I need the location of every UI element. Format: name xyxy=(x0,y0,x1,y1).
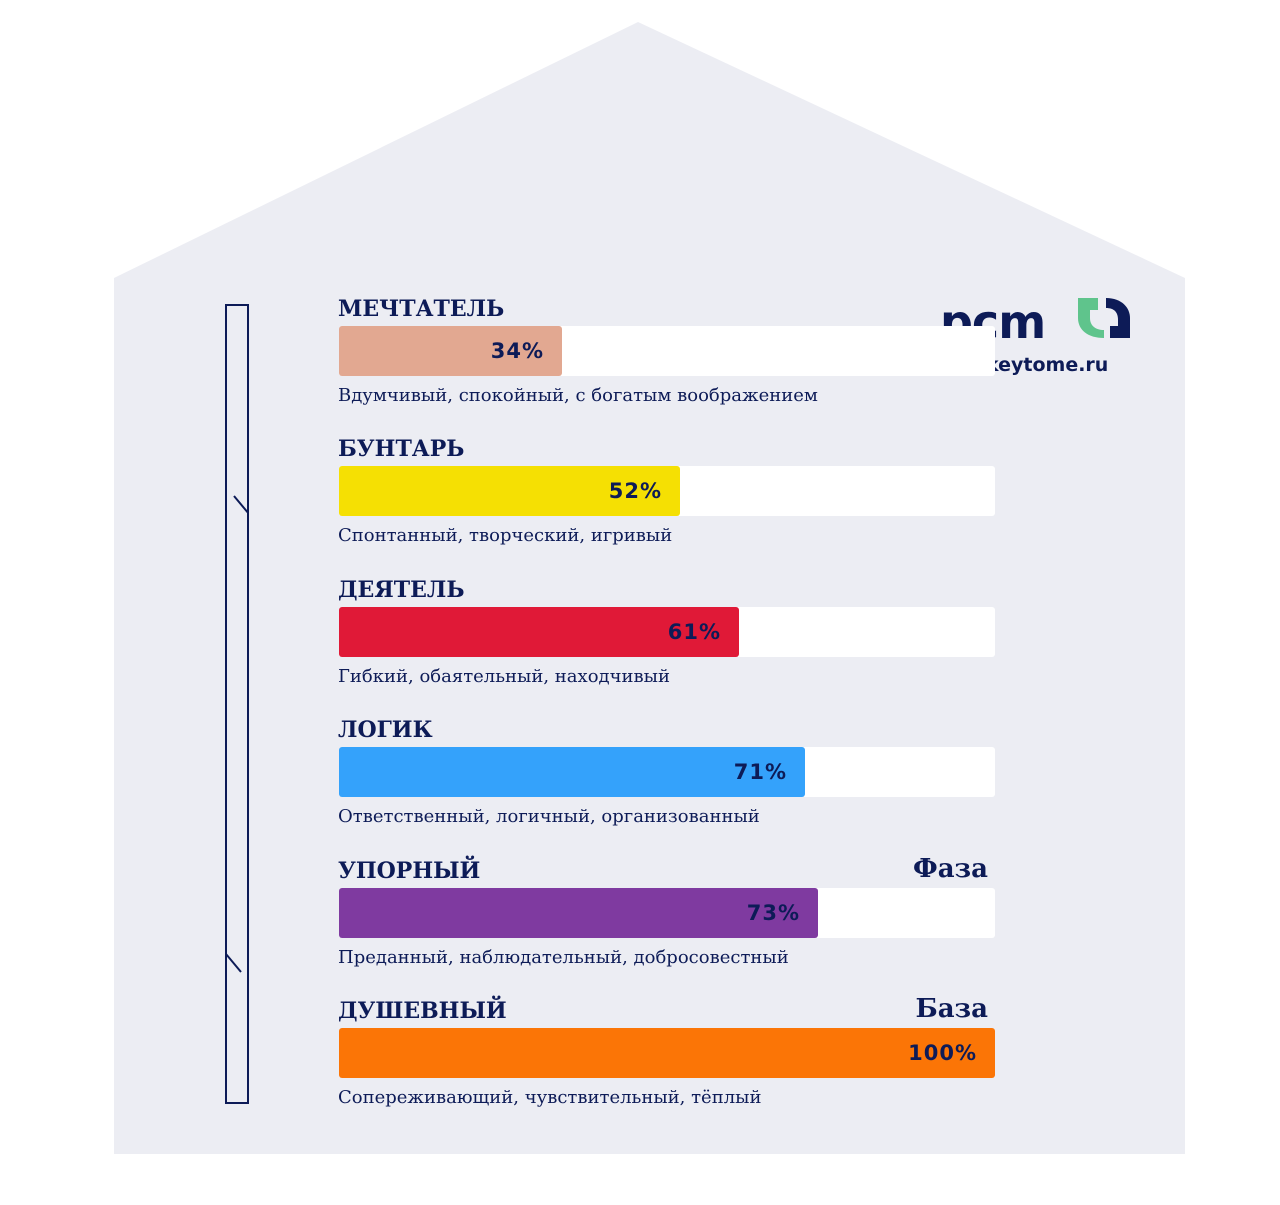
bar: 71% xyxy=(339,747,805,798)
bar-label: УПОРНЫЙ xyxy=(338,857,481,884)
bar-row: ДЕЯТЕЛЬ 61% Гибкий, обаятельный, находчивы… xyxy=(338,577,998,710)
bar-description: Вдумчивый, спокойный, с богатым воображе… xyxy=(338,385,818,406)
bar-tag: База xyxy=(915,994,988,1024)
bar-track: 34% xyxy=(339,326,995,376)
bar-description: Сопереживающий, чувствительный, тёплый xyxy=(338,1087,762,1108)
bar-label: ДУШЕВНЫЙ xyxy=(338,998,507,1024)
bar-track: 73% xyxy=(339,887,995,938)
arrow-down-icon xyxy=(233,495,249,516)
bar: 100% xyxy=(339,1028,995,1078)
bar-label: ЛОГИК xyxy=(338,717,433,744)
bar-row: БУНТАРЬ 52% Спонтанный, творческий, игривы… xyxy=(338,436,998,569)
bar: 34% xyxy=(339,326,562,376)
bar-description: Преданный, наблюдательный, добросовестны… xyxy=(338,946,789,968)
bar-value-label: 61% xyxy=(667,619,721,644)
bar-value-label: 52% xyxy=(608,479,662,504)
bar-track: 100% xyxy=(339,1028,995,1078)
bar-row: ДУШЕВНЫЙ База 100% Сопереживающий, чувствит… xyxy=(338,994,998,1131)
bar-description: Спонтанный, творческий, игривый xyxy=(338,525,673,547)
phase-scale xyxy=(225,304,249,1104)
bar-row: УПОРНЫЙ Фаза 73% Преданный, наблюдательный,… xyxy=(338,854,998,991)
bar-tag: Фаза xyxy=(913,853,988,884)
bar-track: 52% xyxy=(339,466,995,517)
bar: 73% xyxy=(339,887,818,938)
bar-description: Гибкий, обаятельный, находчивый xyxy=(338,665,670,687)
bar-label: ДЕЯТЕЛЬ xyxy=(338,576,465,603)
bar-value-label: 34% xyxy=(490,339,544,363)
bar-value-label: 73% xyxy=(746,900,800,925)
bar-value-label: 100% xyxy=(908,1041,977,1065)
bar-label: БУНТАРЬ xyxy=(338,436,465,463)
bar-track: 61% xyxy=(339,606,995,657)
bar-description: Ответственный, логичный, организованный xyxy=(338,806,760,828)
bar-track: 71% xyxy=(339,747,995,798)
bar-row: ЛОГИК 71% Ответственный, логичный, организ… xyxy=(338,717,998,850)
bar-row: МЕЧТАТЕЛЬ 34% Вдумчивый, спокойный, с бога… xyxy=(338,296,998,429)
bar: 52% xyxy=(339,466,680,517)
bar-value-label: 71% xyxy=(733,760,787,785)
bar: 61% xyxy=(339,606,739,657)
logo-mark-icon xyxy=(1078,298,1130,338)
logo-site: keytome.ru xyxy=(986,354,1109,376)
house-shape xyxy=(114,22,1185,1154)
arrow-up-icon xyxy=(225,952,242,973)
bar-label: МЕЧТАТЕЛЬ xyxy=(338,296,505,322)
scale-frame xyxy=(225,304,249,1104)
